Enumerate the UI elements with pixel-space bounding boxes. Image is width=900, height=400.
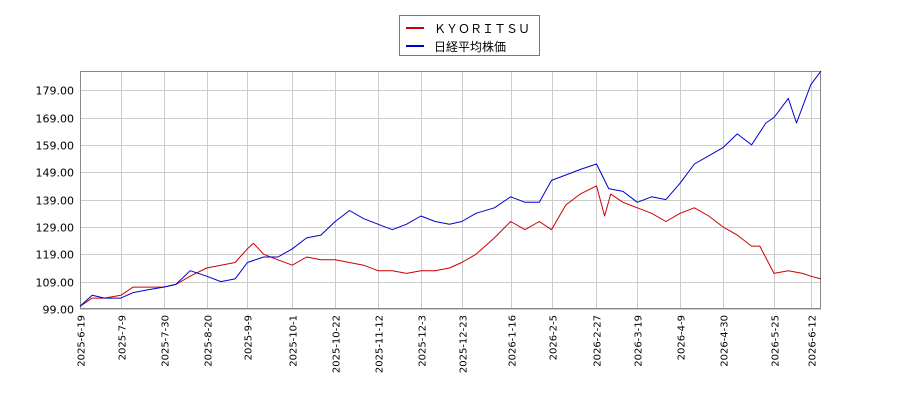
legend-item-nikkei: 日経平均株価 bbox=[406, 37, 506, 55]
x-tick-label: 2025-12-3 bbox=[418, 315, 429, 367]
x-tick-label: 2025-7-9 bbox=[118, 315, 129, 360]
y-tick-label: 149.00 bbox=[36, 167, 75, 180]
x-tick-label: 2025-8-20 bbox=[204, 315, 215, 367]
x-tick-label: 2026-2-27 bbox=[593, 315, 604, 367]
legend-label-kyoritsu: ＫＹＯＲＩＴＳＵ bbox=[434, 21, 531, 36]
legend-label-nikkei: 日経平均株価 bbox=[434, 39, 507, 54]
legend: ＫＹＯＲＩＴＳＵ 日経平均株価 bbox=[399, 15, 540, 56]
x-tick-label: 2026-1-16 bbox=[508, 315, 519, 367]
x-tick-label: 2026-6-12 bbox=[808, 315, 819, 367]
x-tick-label: 2025-12-23 bbox=[459, 315, 470, 373]
x-tick-label: 2026-4-9 bbox=[677, 315, 688, 360]
y-tick-label: 119.00 bbox=[36, 249, 75, 262]
x-tick-label: 2025-6-19 bbox=[77, 315, 88, 367]
x-tick-label: 2025-11-12 bbox=[375, 315, 386, 373]
y-tick-label: 169.00 bbox=[36, 113, 75, 126]
legend-item-kyoritsu: ＫＹＯＲＩＴＳＵ bbox=[406, 19, 530, 37]
plot-area bbox=[80, 71, 821, 309]
x-tick-label: 2025-10-1 bbox=[289, 315, 300, 367]
x-tick-label: 2025-7-30 bbox=[161, 315, 172, 367]
y-tick-label: 129.00 bbox=[36, 222, 75, 235]
x-tick-label: 2025-10-22 bbox=[332, 315, 343, 373]
y-tick-label: 179.00 bbox=[36, 85, 75, 98]
x-tick-label: 2026-5-25 bbox=[771, 315, 782, 367]
legend-swatch-nikkei bbox=[406, 45, 424, 47]
series-line-nikkei bbox=[79, 70, 822, 307]
x-tick-label: 2026-4-30 bbox=[720, 315, 731, 367]
x-tick-label: 2026-3-19 bbox=[634, 315, 645, 367]
series-line-kyoritsu bbox=[79, 185, 822, 307]
y-tick-label: 139.00 bbox=[36, 195, 75, 208]
y-tick-label: 99.00 bbox=[43, 304, 75, 317]
x-tick-label: 2026-2-5 bbox=[549, 315, 560, 360]
x-tick-label: 2025-9-9 bbox=[244, 315, 255, 360]
y-tick-label: 159.00 bbox=[36, 140, 75, 153]
legend-swatch-kyoritsu bbox=[406, 27, 424, 29]
plot-frame bbox=[80, 71, 821, 309]
y-tick-label: 109.00 bbox=[36, 277, 75, 290]
